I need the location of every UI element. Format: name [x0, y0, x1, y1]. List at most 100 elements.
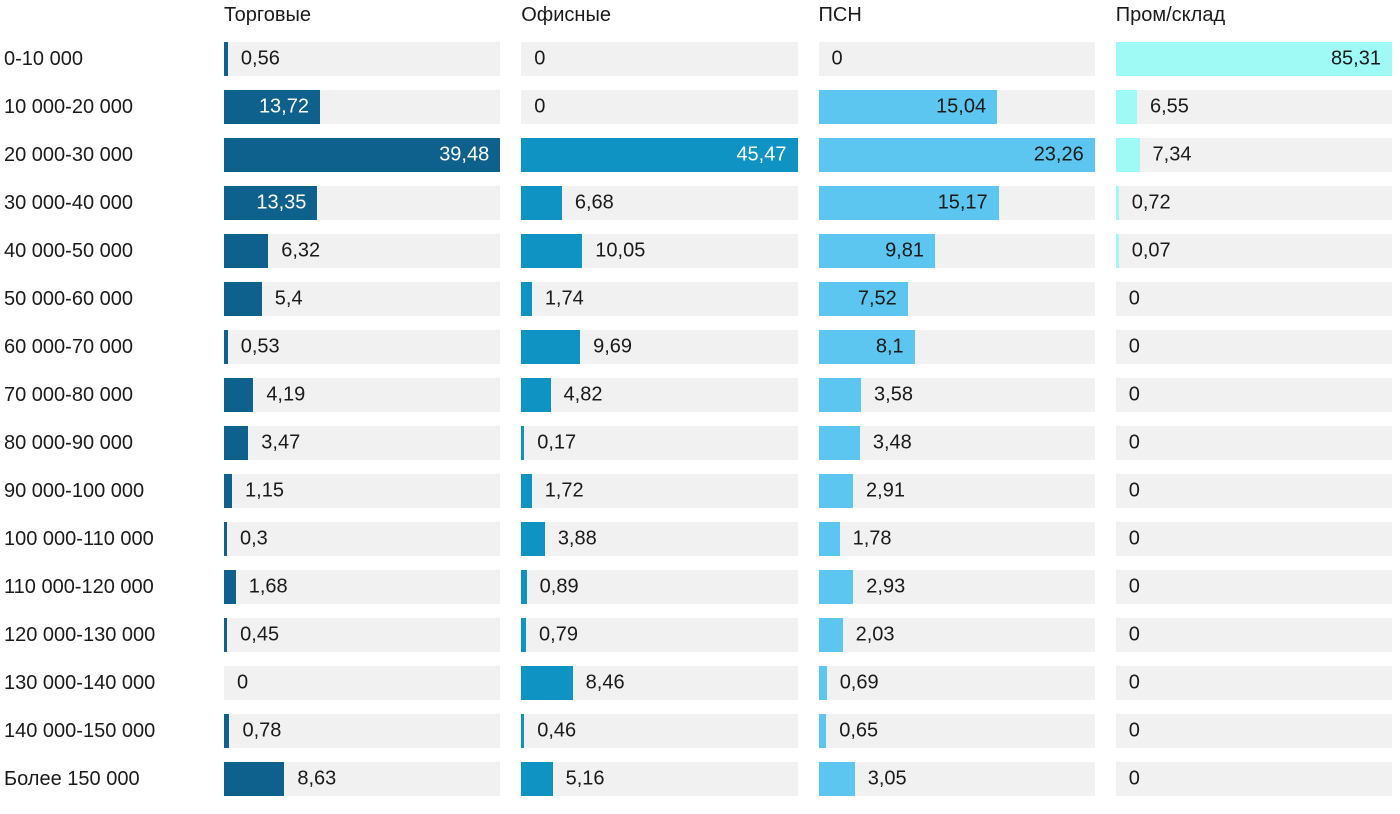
bar-track: 10,05 — [521, 234, 798, 268]
bar-track: 85,31 — [1115, 42, 1392, 76]
bar-value: 13,72 — [258, 95, 309, 118]
chart-grid: Торговые Офисные ПСН Пром/склад 0-10 000 0,56… — [4, 2, 1392, 796]
bar-track: 0 — [1115, 282, 1392, 316]
bar — [818, 522, 840, 556]
bar — [521, 186, 562, 220]
bar-track: 0,3 — [224, 522, 501, 556]
bar-track: 6,68 — [521, 186, 798, 220]
bar-track: 13,72 — [224, 90, 501, 124]
bar-track: 5,16 — [521, 762, 798, 796]
bar-value: 1,68 — [248, 575, 288, 598]
bar-track: 0 — [1115, 714, 1392, 748]
grid-corner-spacer — [4, 2, 203, 28]
bar-value: 15,04 — [936, 95, 987, 118]
row-label: 80 000-90 000 — [4, 431, 134, 454]
bar-value: 2,93 — [866, 575, 906, 598]
column-header-2: Офисные — [521, 4, 611, 26]
bar-track: 3,88 — [521, 522, 798, 556]
bar-track: 0,79 — [521, 618, 798, 652]
bar-value: 0,3 — [240, 527, 268, 550]
bar-value: 0,46 — [537, 719, 577, 742]
bar — [818, 570, 854, 604]
bar-track: 5,4 — [224, 282, 501, 316]
bar — [224, 762, 285, 796]
bar-value: 5,4 — [274, 287, 303, 310]
bar — [224, 330, 228, 364]
bar-track: 0 — [1115, 570, 1392, 604]
bar — [1115, 186, 1119, 220]
bar-value: 8,63 — [297, 767, 337, 790]
bar-value: 9,69 — [593, 335, 633, 358]
bar-track: 6,55 — [1115, 90, 1392, 124]
bar-value: 0 — [534, 95, 546, 118]
bar-track: 0,89 — [521, 570, 798, 604]
bar — [521, 474, 532, 508]
bar-value: 1,15 — [245, 479, 284, 502]
bar-track: 0 — [1115, 426, 1392, 460]
bar-track: 7,52 — [818, 282, 1095, 316]
bar-track: 0 — [1115, 330, 1392, 364]
bar-value: 3,05 — [867, 767, 907, 790]
bar-track: 1,78 — [818, 522, 1095, 556]
bar-track: 1,15 — [224, 474, 501, 508]
row-label: Более 150 000 — [4, 767, 140, 790]
bar — [521, 426, 525, 460]
bar — [224, 42, 228, 76]
bar-value: 7,34 — [1152, 143, 1192, 166]
bar — [521, 714, 525, 748]
bar-value: 1,74 — [544, 287, 584, 310]
bar — [521, 666, 573, 700]
bar — [224, 474, 233, 508]
bar-value: 6,68 — [574, 191, 614, 214]
bar-chart-matrix: Торговые Офисные ПСН Пром/склад 0-10 000 0,56… — [4, 2, 1392, 796]
row-label: 0-10 000 — [4, 47, 83, 70]
bar-track: 15,04 — [818, 90, 1095, 124]
bar-track: 2,91 — [818, 474, 1095, 508]
bar — [521, 762, 553, 796]
bar-value: 0 — [1128, 671, 1140, 694]
row-label: 130 000-140 000 — [4, 671, 156, 694]
bar — [521, 378, 551, 412]
bar-value: 0 — [1128, 287, 1140, 310]
column-header-1: Торговые — [224, 4, 312, 26]
bar — [818, 282, 908, 316]
bar-value: 0,89 — [539, 575, 579, 598]
bar-value: 0 — [1128, 719, 1140, 742]
row-label: 70 000-80 000 — [4, 383, 134, 406]
bar-track: 8,1 — [818, 330, 1095, 364]
bar-track: 0,17 — [521, 426, 798, 460]
bar-value: 6,55 — [1149, 95, 1189, 118]
bar-value: 15,17 — [937, 191, 988, 214]
bar-track: 0 — [1115, 474, 1392, 508]
bar-value: 0,17 — [537, 431, 577, 454]
bar — [521, 522, 545, 556]
bar — [1115, 234, 1119, 268]
bar-value: 0,07 — [1131, 239, 1171, 262]
bar — [521, 330, 581, 364]
bar — [224, 90, 320, 124]
bar — [224, 186, 318, 220]
bar-value: 9,81 — [885, 239, 924, 262]
bar-value: 3,88 — [557, 527, 597, 550]
bar-track: 0,72 — [1115, 186, 1392, 220]
bar — [521, 570, 527, 604]
bar-value: 0,56 — [240, 47, 280, 70]
bar-track: 23,26 — [818, 138, 1095, 172]
bar-value: 5,16 — [565, 767, 605, 790]
bar — [818, 186, 999, 220]
bar-track: 15,17 — [818, 186, 1095, 220]
bar — [818, 138, 1095, 172]
bar-track: 0 — [521, 90, 798, 124]
bar-track: 13,35 — [224, 186, 501, 220]
bar-track: 0 — [1115, 762, 1392, 796]
bar-track: 1,74 — [521, 282, 798, 316]
bar-track: 39,48 — [224, 138, 501, 172]
row-label: 60 000-70 000 — [4, 335, 134, 358]
bar-value: 10,05 — [595, 239, 646, 262]
bar-track: 4,82 — [521, 378, 798, 412]
bar-track: 1,72 — [521, 474, 798, 508]
bar-track: 0 — [1115, 666, 1392, 700]
bar-track: 0,78 — [224, 714, 501, 748]
row-label: 110 000-120 000 — [4, 575, 154, 598]
bar-value: 8,1 — [875, 335, 904, 358]
